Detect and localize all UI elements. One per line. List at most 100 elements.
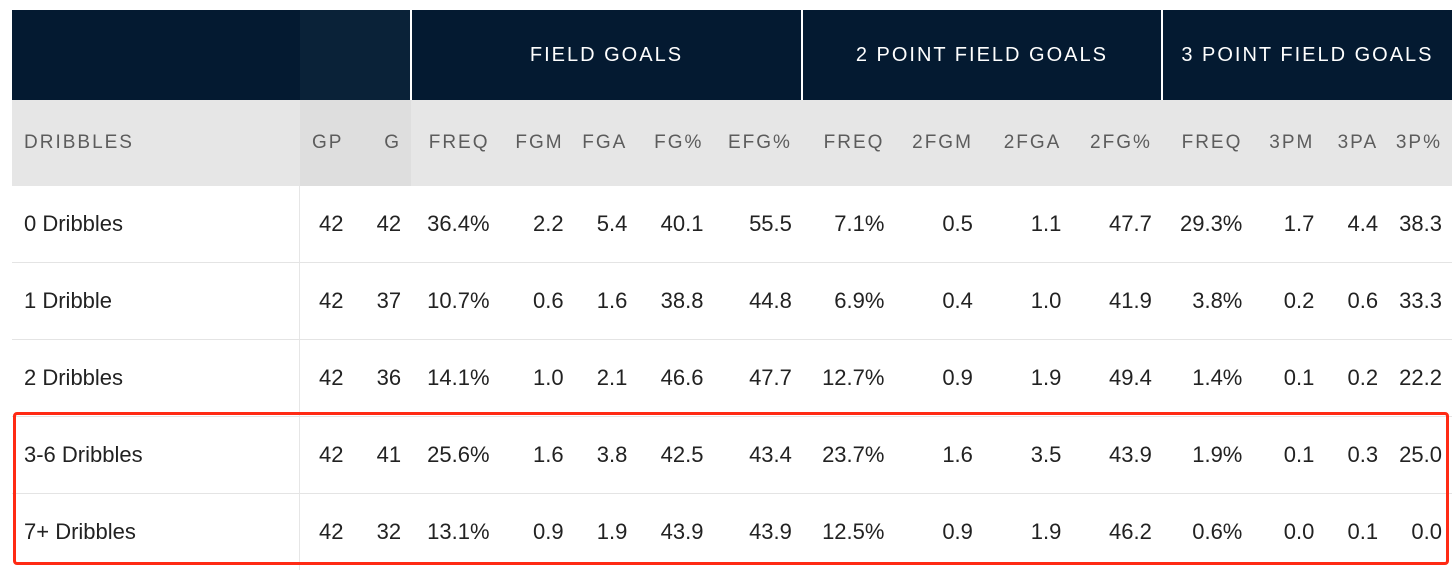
cell-fga: 5.4 xyxy=(573,186,638,263)
cell-3pt-freq: 1.4% xyxy=(1161,339,1253,417)
cell-3p-pct: 22.2 xyxy=(1388,339,1452,417)
cell-2fgm: 0.9 xyxy=(894,339,983,417)
cell-g: 42 xyxy=(353,186,412,263)
cell-2pt-freq: 7.1% xyxy=(801,186,895,263)
cell-3pm: 0.0 xyxy=(1283,519,1315,544)
cell-3pa: 0.1 xyxy=(1347,519,1379,544)
cell-fg-pct: 38.8 xyxy=(637,262,714,340)
column-header-efg-pct[interactable]: EFG% xyxy=(713,100,802,186)
cell-efg-pct: 43.4 xyxy=(713,416,802,494)
group-header-three-point: 3 POINT FIELD GOALS xyxy=(1160,10,1452,100)
row-label: 2 Dribbles xyxy=(12,339,301,417)
cell-fgm: 0.9 xyxy=(532,519,564,544)
cell-3pm: 1.7 xyxy=(1252,186,1325,263)
cell-freq: 13.1% xyxy=(427,519,490,544)
cell-3pa: 0.6 xyxy=(1324,262,1389,340)
row-label: 3-6 Dribbles xyxy=(12,416,301,494)
cell-gp: 42 xyxy=(318,519,344,544)
cell-2fgm: 1.6 xyxy=(894,416,983,494)
cell-3pt-freq: 0.6% xyxy=(1192,519,1243,544)
cell-fga: 1.9 xyxy=(596,519,628,544)
cell-efg-pct: 47.7 xyxy=(713,339,802,417)
cell-fgm: 1.0 xyxy=(499,339,574,417)
cell-3pa: 0.3 xyxy=(1324,416,1389,494)
dribbles-stats-table-container: FIELD GOALS 2 POINT FIELD GOALS 3 POINT … xyxy=(12,10,1452,570)
cell-efg-pct: 44.8 xyxy=(713,262,802,340)
cell-2fga: 3.5 xyxy=(982,416,1072,494)
cell-2fgm: 0.9 xyxy=(942,519,973,544)
cell-2fga: 1.1 xyxy=(982,186,1072,263)
cell-3pm: 0.1 xyxy=(1252,416,1325,494)
table-row-0-dribbles: 0 Dribbles 42 42 36.4% 2.2 5.4 40.1 55.5… xyxy=(12,186,1452,263)
cell-2pt-freq: 6.9% xyxy=(801,262,895,340)
cell-freq: 14.1% xyxy=(411,339,500,417)
cell-3pt-freq: 3.8% xyxy=(1161,262,1253,340)
cell-2pt-freq: 12.7% xyxy=(801,339,895,417)
group-header-row: FIELD GOALS 2 POINT FIELD GOALS 3 POINT … xyxy=(12,10,1452,100)
column-header-2pt-freq[interactable]: FREQ xyxy=(801,100,895,186)
column-header-fg-pct[interactable]: FG% xyxy=(637,100,714,186)
cell-3pt-freq: 29.3% xyxy=(1161,186,1253,263)
column-header-freq[interactable]: FREQ xyxy=(411,100,500,186)
cell-2fga: 1.9 xyxy=(1030,519,1062,544)
cell-3p-pct: 38.3 xyxy=(1388,186,1452,263)
column-header-fga[interactable]: FGA xyxy=(573,100,638,186)
cell-2fg-pct: 46.2 xyxy=(1109,519,1152,544)
cell-3p-pct: 33.3 xyxy=(1388,262,1452,340)
row-label: 7+ Dribbles xyxy=(12,493,301,570)
cell-3p-pct: 0.0 xyxy=(1411,519,1442,544)
group-header-field-goals: FIELD GOALS xyxy=(410,10,802,100)
cell-g: 32 xyxy=(376,519,402,544)
column-header-3pm[interactable]: 3PM xyxy=(1252,100,1325,186)
row-label: 1 Dribble xyxy=(12,262,301,340)
column-header-row: DRIBBLES GP G FREQ FGM FGA FG% EFG% FREQ… xyxy=(12,100,1452,186)
column-header-gp[interactable]: GP xyxy=(299,100,354,186)
cell-g: 37 xyxy=(353,262,412,340)
column-header-2fgm[interactable]: 2FGM xyxy=(894,100,983,186)
cell-3pm: 0.1 xyxy=(1252,339,1325,417)
cell-fg-pct: 46.6 xyxy=(637,339,714,417)
cell-2pt-freq: 12.5% xyxy=(822,519,885,544)
cell-2fg-pct: 41.9 xyxy=(1071,262,1162,340)
cell-fga: 2.1 xyxy=(573,339,638,417)
cell-fga: 1.6 xyxy=(573,262,638,340)
cell-3pa: 0.2 xyxy=(1324,339,1389,417)
cell-freq: 36.4% xyxy=(411,186,500,263)
column-header-dribbles[interactable]: DRIBBLES xyxy=(12,100,300,186)
group-header-two-point: 2 POINT FIELD GOALS xyxy=(800,10,1162,100)
cell-fgm: 2.2 xyxy=(499,186,574,263)
cell-2fga: 1.0 xyxy=(982,262,1072,340)
cell-fg-pct: 43.9 xyxy=(660,519,704,544)
column-header-3p-pct[interactable]: 3P% xyxy=(1388,100,1452,186)
cell-gp: 42 xyxy=(299,186,354,263)
cell-3p-pct: 25.0 xyxy=(1388,416,1452,494)
cell-fgm: 0.6 xyxy=(499,262,574,340)
group-header-games-blank xyxy=(299,10,412,100)
cell-3pa: 4.4 xyxy=(1324,186,1389,263)
table-row-3-6-dribbles: 3-6 Dribbles 42 41 25.6% 1.6 3.8 42.5 43… xyxy=(12,416,1452,494)
cell-2fgm: 0.4 xyxy=(894,262,983,340)
cell-2fg-pct: 43.9 xyxy=(1071,416,1162,494)
column-header-3pt-freq[interactable]: FREQ xyxy=(1161,100,1253,186)
column-header-g[interactable]: G xyxy=(353,100,412,186)
dribbles-stats-table: FIELD GOALS 2 POINT FIELD GOALS 3 POINT … xyxy=(12,10,1452,570)
cell-efg-pct: 55.5 xyxy=(713,186,802,263)
table-row-2-dribbles: 2 Dribbles 42 36 14.1% 1.0 2.1 46.6 47.7… xyxy=(12,339,1452,417)
cell-fg-pct: 42.5 xyxy=(637,416,714,494)
column-header-2fga[interactable]: 2FGA xyxy=(982,100,1072,186)
cell-freq: 25.6% xyxy=(411,416,500,494)
column-header-3pa[interactable]: 3PA xyxy=(1324,100,1389,186)
cell-2fg-pct: 49.4 xyxy=(1071,339,1162,417)
cell-3pt-freq: 1.9% xyxy=(1161,416,1253,494)
cell-fgm: 1.6 xyxy=(499,416,574,494)
column-header-2fg-pct[interactable]: 2FG% xyxy=(1071,100,1162,186)
row-label: 0 Dribbles xyxy=(12,186,301,263)
cell-fga: 3.8 xyxy=(573,416,638,494)
cell-freq: 10.7% xyxy=(411,262,500,340)
cell-2fgm: 0.5 xyxy=(894,186,983,263)
cell-3pm: 0.2 xyxy=(1252,262,1325,340)
cell-gp: 42 xyxy=(299,416,354,494)
column-header-fgm[interactable]: FGM xyxy=(499,100,574,186)
cell-2fga: 1.9 xyxy=(982,339,1072,417)
table-row-7-plus-dribbles: 7+ Dribbles 42 32 13.1% 0.9 1.9 43.9 43.… xyxy=(12,493,1452,570)
